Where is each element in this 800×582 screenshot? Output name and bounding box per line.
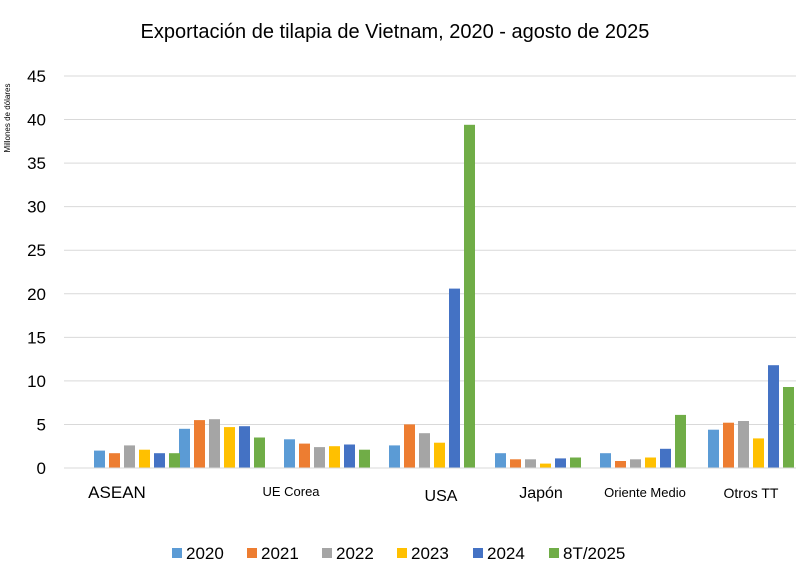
legend-swatch — [549, 548, 559, 558]
y-tick-label: 20 — [27, 285, 46, 304]
legend-swatch — [247, 548, 257, 558]
bar — [389, 445, 400, 468]
legend-entry: 2024 — [487, 544, 525, 563]
legend-entry: 2021 — [261, 544, 299, 563]
legend-swatch — [172, 548, 182, 558]
bar — [600, 453, 611, 468]
bar — [660, 448, 671, 468]
y-tick-label: 40 — [27, 111, 46, 130]
bar — [434, 442, 445, 468]
y-tick-label: 5 — [37, 415, 46, 434]
bar — [179, 428, 190, 468]
bar — [495, 453, 506, 468]
y-tick-label: 10 — [27, 372, 46, 391]
bar — [570, 457, 581, 468]
x-category-label: USA — [425, 488, 458, 505]
x-category-label: Japón — [519, 485, 563, 502]
bar — [299, 443, 310, 468]
bar — [284, 439, 295, 468]
y-tick-labels: 0 5 10 15 20 25 30 35 40 45 — [27, 67, 46, 478]
bar — [645, 457, 656, 468]
bar — [194, 420, 205, 468]
legend-entry: 2020 — [186, 544, 224, 563]
bar — [768, 365, 779, 468]
bar — [224, 427, 235, 468]
bar — [329, 446, 340, 468]
bar — [630, 459, 641, 468]
bar — [254, 437, 265, 468]
bar — [124, 445, 135, 468]
chart-title: Exportación de tilapia de Vietnam, 2020 … — [141, 21, 650, 43]
bar — [344, 444, 355, 468]
legend-swatch — [322, 548, 332, 558]
bar — [615, 461, 626, 468]
y-tick-label: 0 — [37, 459, 46, 478]
bar — [139, 449, 150, 468]
y-tick-label: 25 — [27, 241, 46, 260]
legend-entry: 2022 — [336, 544, 374, 563]
bar — [359, 449, 370, 468]
bar — [239, 426, 250, 468]
bar — [209, 419, 220, 468]
bar — [708, 429, 719, 468]
x-category-label: Oriente Medio — [604, 485, 686, 500]
bar — [109, 453, 120, 468]
bar — [449, 288, 460, 468]
bars — [94, 124, 794, 469]
bar — [540, 463, 551, 468]
y-tick-label: 45 — [27, 67, 46, 86]
legend-swatch — [397, 548, 407, 558]
y-tick-label: 35 — [27, 154, 46, 173]
bar — [783, 387, 794, 468]
x-category-label: Otros TT — [724, 485, 779, 501]
bar — [723, 422, 734, 468]
y-tick-label: 15 — [27, 328, 46, 347]
bar — [738, 421, 749, 468]
bar — [753, 438, 764, 468]
legend-entry: 8T/2025 — [563, 544, 625, 563]
bar — [169, 453, 180, 468]
legend: 2020 2021 2022 2023 2024 8T/2025 — [172, 544, 625, 563]
bar — [464, 124, 475, 469]
bar — [555, 458, 566, 468]
bar — [314, 447, 325, 468]
legend-swatch — [473, 548, 483, 558]
gridlines — [64, 75, 796, 425]
y-axis-label: Millones de dólares — [3, 84, 12, 153]
legend-entry: 2023 — [411, 544, 449, 563]
bar — [154, 453, 165, 468]
bar — [404, 424, 415, 468]
bar — [675, 414, 686, 468]
bar — [510, 459, 521, 468]
bar — [525, 459, 536, 468]
x-category-label: UE Corea — [262, 484, 320, 499]
x-category-label: ASEAN — [88, 483, 146, 502]
y-tick-label: 30 — [27, 198, 46, 217]
bar — [94, 450, 105, 468]
bar — [419, 433, 430, 468]
x-category-labels: ASEAN UE Corea USA Japón Oriente Medio Otros … — [88, 483, 779, 505]
